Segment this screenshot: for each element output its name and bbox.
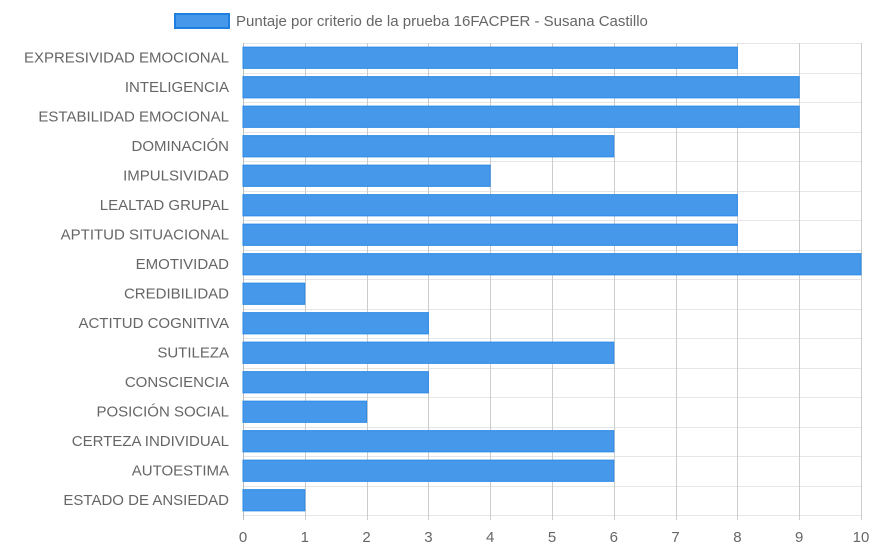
x-tick-label: 0 [239, 529, 247, 546]
category-label: INTELIGENCIA [125, 79, 229, 96]
x-tick-label: 4 [486, 529, 494, 546]
category-label: IMPULSIVIDAD [123, 167, 229, 184]
x-tick-label: 10 [853, 529, 870, 546]
category-label: ACTITUD COGNITIVA [78, 315, 229, 332]
bar[interactable] [242, 194, 738, 217]
category-label: CREDIBILIDAD [124, 285, 229, 302]
bar[interactable] [242, 253, 862, 276]
category-label: DOMINACIÓN [132, 138, 230, 155]
bar[interactable] [242, 371, 429, 394]
bar[interactable] [242, 312, 429, 335]
bar[interactable] [242, 282, 306, 305]
bar[interactable] [242, 430, 615, 453]
x-tick-label: 2 [362, 529, 370, 546]
category-label: CONSCIENCIA [125, 374, 229, 391]
bar[interactable] [242, 341, 615, 364]
category-label: AUTOESTIMA [132, 462, 229, 479]
bar[interactable] [242, 135, 615, 158]
x-tick-label: 1 [301, 529, 309, 546]
legend-swatch [174, 13, 230, 29]
bar[interactable] [242, 489, 306, 512]
bar[interactable] [242, 76, 800, 99]
category-label: LEALTAD GRUPAL [100, 197, 229, 214]
category-label: ESTADO DE ANSIEDAD [63, 492, 229, 509]
bar[interactable] [242, 459, 615, 482]
bar[interactable] [242, 46, 738, 69]
bar[interactable] [242, 164, 491, 187]
x-tick-label: 3 [424, 529, 432, 546]
x-tick-label: 7 [671, 529, 679, 546]
bar[interactable] [242, 105, 800, 128]
x-tick-label: 6 [610, 529, 618, 546]
bar[interactable] [242, 400, 368, 423]
category-labels: EXPRESIVIDAD EMOCIONAL INTELIGENCIA ESTABI… [24, 49, 229, 509]
x-axis-ticks: 0 1 2 3 4 5 6 7 8 9 10 [239, 529, 870, 546]
legend-label: Puntaje por criterio de la prueba 16FACP… [236, 12, 648, 30]
category-label: SUTILEZA [157, 344, 229, 361]
x-tick-label: 5 [548, 529, 556, 546]
category-label: ESTABILIDAD EMOCIONAL [38, 108, 229, 125]
category-label: APTITUD SITUACIONAL [61, 226, 229, 243]
category-label: EXPRESIVIDAD EMOCIONAL [24, 49, 229, 66]
chart-legend[interactable]: Puntaje por criterio de la prueba 16FACP… [174, 10, 648, 32]
x-tick-label: 9 [795, 529, 803, 546]
category-label: CERTEZA INDIVIDUAL [72, 433, 229, 450]
category-label: POSICIÓN SOCIAL [96, 403, 229, 420]
bars [242, 46, 862, 512]
category-label: EMOTIVIDAD [136, 256, 230, 273]
bar[interactable] [242, 223, 738, 246]
x-tick-label: 8 [733, 529, 741, 546]
